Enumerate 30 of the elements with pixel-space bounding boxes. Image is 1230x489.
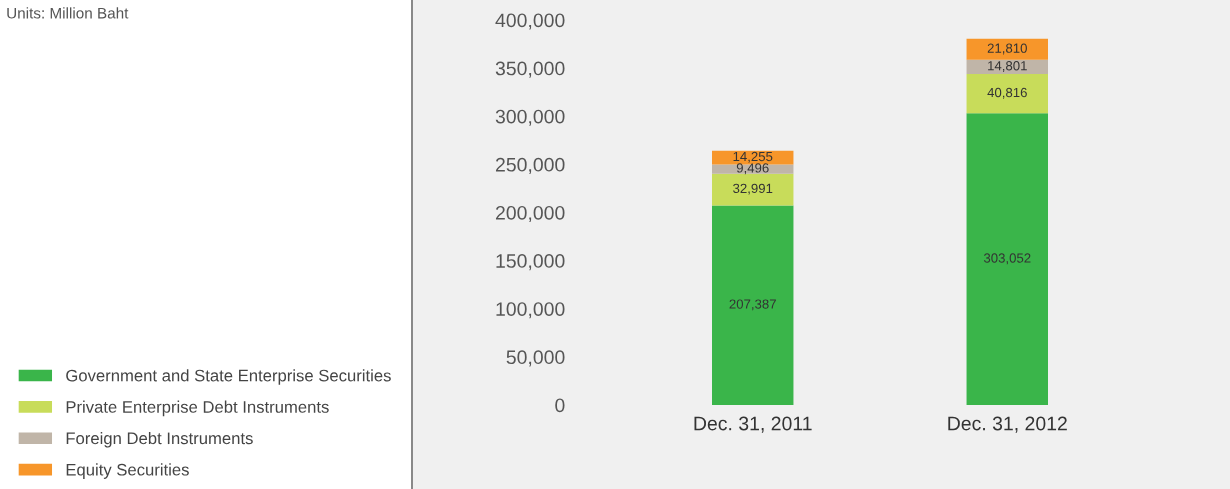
bar [712,173,794,206]
data-label: 207,387 [729,299,776,311]
data-label: 303,052 [983,253,1031,265]
text: Units: Million Baht [7,7,129,19]
data-label: 14,801 [988,61,1027,72]
y-tick-label: 200,000 [495,205,565,223]
y-tick-label: 0 [555,398,565,413]
y-tick-label: 50,000 [506,350,565,367]
bar [966,74,1048,114]
y-tick-label: 100,000 [496,302,565,319]
bar [712,205,794,405]
y-tick-label: 150,000 [496,254,565,271]
bar [966,113,1048,405]
data-label: 21,810 [987,43,1027,55]
data-label: 40,816 [987,87,1027,99]
data-label: 9,496 [736,163,769,175]
data-label: 32,991 [733,183,773,195]
y-tick-label: 400,000 [495,13,565,30]
y-tick-label: 350,000 [495,61,565,78]
legend-label: Government and State Enterprise Securities [66,369,391,385]
legend-label: Equity Securities [66,463,189,479]
x-tick-label: Dec. 31, 2011 [694,416,812,433]
bar [712,164,794,174]
legend-label: Foreign Debt Instruments [66,431,253,448]
data-label: 14,255 [733,151,773,163]
bar [966,38,1048,60]
x-tick-label: Dec. 31, 2012 [948,416,1067,433]
y-tick-label: 300,000 [495,109,565,126]
y-tick-label: 250,000 [495,157,565,174]
legend-label: Private Enterprise Debt Instruments [66,400,329,417]
